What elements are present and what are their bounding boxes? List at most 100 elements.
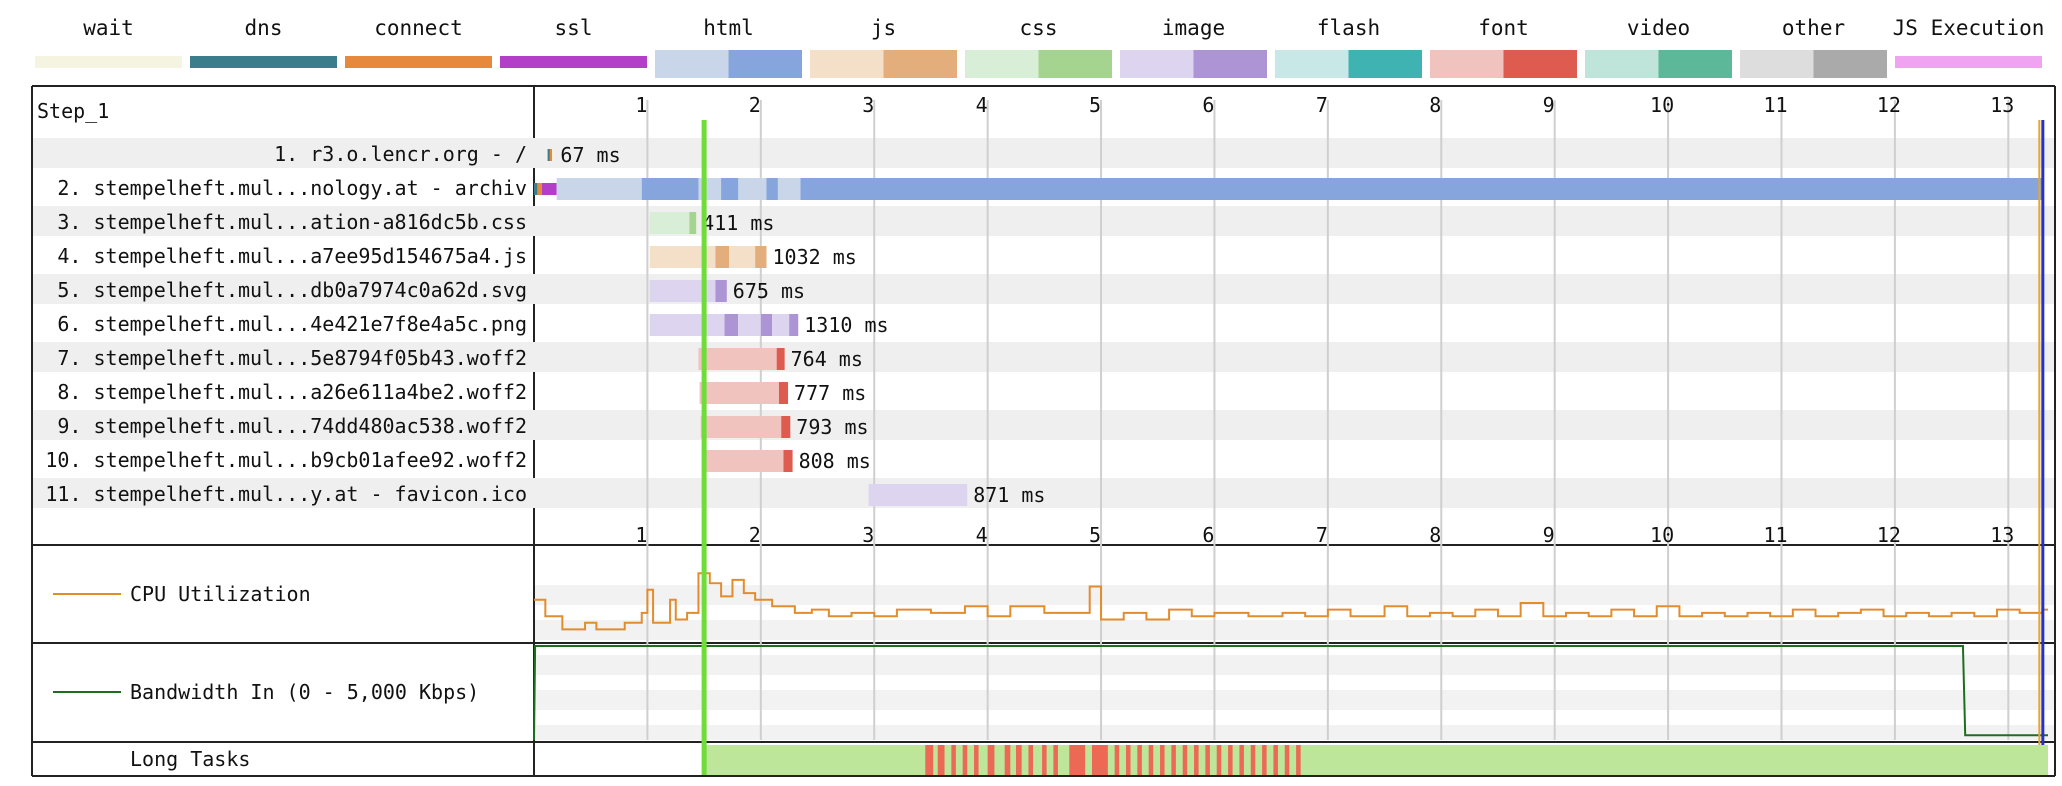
x-tick-bottom: 9: [1543, 523, 1555, 547]
long-task-block: [1137, 745, 1142, 775]
legend-swatch-light: [1275, 50, 1349, 78]
long-task-block: [1182, 745, 1188, 775]
graph-stripe: [535, 585, 2054, 605]
x-tick-bottom: 7: [1316, 523, 1328, 547]
request-label-4: 4. stempelheft.mul...a7ee95d154675a4.js: [57, 244, 527, 268]
request-duration-7: 764 ms: [791, 347, 863, 371]
long-task-block: [1228, 745, 1233, 775]
request-label-8: 8. stempelheft.mul...a26e611a4be2.woff2: [57, 380, 527, 404]
long-task-block: [1160, 745, 1165, 775]
chart-frame: [31, 85, 2056, 777]
request-bar-2-dark: [641, 178, 2043, 200]
legend-label-dns: dns: [245, 16, 283, 40]
request-bar-4-light: [649, 246, 716, 268]
request-label-10: 10. stempelheft.mul...b9cb01afee92.woff2: [45, 448, 527, 472]
long-task-block: [1053, 745, 1058, 775]
long-task-block: [1205, 745, 1210, 775]
x-tick-top: 9: [1543, 93, 1555, 117]
long-task-block: [1296, 745, 1301, 775]
request-label-9: 9. stempelheft.mul...74dd480ac538.woff2: [57, 414, 527, 438]
x-tick-bottom: 4: [976, 523, 988, 547]
legend-swatch-light: [655, 50, 729, 78]
legend-swatch-light: [1585, 50, 1659, 78]
row-stripe: [33, 342, 2054, 372]
legend-swatch: [35, 56, 182, 68]
x-tick-bottom: 11: [1763, 523, 1787, 547]
legend-label-connect: connect: [374, 16, 463, 40]
x-tick-bottom: 8: [1429, 523, 1441, 547]
x-tick-top: 8: [1429, 93, 1441, 117]
request-bar-3-dark: [689, 212, 697, 234]
long-task-block: [1216, 745, 1222, 775]
request-duration-8: 777 ms: [794, 381, 866, 405]
request-bar-11-light: [868, 484, 968, 506]
long-task-block: [1069, 745, 1086, 775]
row-stripe: [33, 478, 2054, 508]
long-task-block: [1239, 745, 1244, 775]
request-bar-5-light: [649, 280, 716, 302]
request-bar-4-dark: [715, 246, 730, 268]
bandwidth-graph: [533, 645, 2048, 741]
request-bar-gap: [738, 178, 767, 200]
request-duration-1: 67 ms: [560, 143, 620, 167]
request-bar-6-light: [738, 314, 761, 336]
timeline-markers: [701, 120, 2045, 775]
long-task-block: [1250, 745, 1256, 775]
x-tick-top: 2: [749, 93, 761, 117]
step-label: Step_1: [37, 99, 109, 123]
request-duration-10: 808 ms: [799, 449, 871, 473]
request-rows: [33, 138, 2054, 740]
row-stripe: [33, 410, 2054, 440]
long-task-block: [925, 745, 934, 775]
x-tick-top: 10: [1650, 93, 1674, 117]
legend-swatch-dark: [1503, 50, 1577, 78]
long-task-block: [1171, 745, 1176, 775]
request-bar-6-dark: [760, 314, 773, 336]
graph-stripe: [535, 620, 2054, 640]
legend: wait dns connect ssl html js css image flash font…: [35, 16, 2044, 78]
legend-swatch-dark: [1348, 50, 1422, 78]
document-complete-marker: [2041, 120, 2045, 745]
request-bar-1-connect: [549, 149, 553, 161]
long-task-block: [951, 745, 956, 775]
graph-stripe: [535, 725, 2054, 740]
request-bar-9-light: [700, 416, 782, 438]
request-label-2: 2. stempelheft.mul...nology.at - archiv: [57, 176, 527, 200]
legend-label-css: css: [1020, 16, 1058, 40]
request-duration-3: 411 ms: [702, 211, 774, 235]
request-bar-1-dns: [547, 149, 550, 161]
legend-label-js-execution: JS Execution: [1893, 16, 2045, 40]
long-task-block: [1194, 745, 1199, 775]
request-bar-2-ssl: [541, 183, 557, 195]
long-task-block: [937, 745, 945, 775]
legend-swatch-light: [1120, 50, 1194, 78]
row-stripe: [33, 274, 2054, 304]
request-label-3: 3. stempelheft.mul...ation-a816dc5b.css: [57, 210, 527, 234]
x-tick-top: 12: [1877, 93, 1901, 117]
legend-swatch-dark: [1038, 50, 1112, 78]
legend-label-html: html: [703, 16, 754, 40]
long-task-block: [974, 745, 979, 775]
legend-swatch-dark: [883, 50, 957, 78]
x-tick-top: 1: [635, 93, 647, 117]
x-tick-top: 4: [976, 93, 988, 117]
request-bar-2-dns: [534, 183, 538, 195]
legend-swatch: [1895, 56, 2042, 68]
legend-label-video: video: [1627, 16, 1690, 40]
request-label-1: 1. r3.o.lencr.org - /: [274, 142, 527, 166]
x-tick-bottom: 13: [1990, 523, 2014, 547]
request-bar-3-light: [649, 212, 690, 234]
x-tick-bottom: 10: [1650, 523, 1674, 547]
long-task-block: [1091, 745, 1108, 775]
start-render-marker: [701, 120, 707, 775]
legend-swatch-light: [1740, 50, 1814, 78]
x-tick-top: 5: [1089, 93, 1101, 117]
request-label-7: 7. stempelheft.mul...5e8794f05b43.woff2: [57, 346, 527, 370]
legend-swatch-dark: [1813, 50, 1887, 78]
timeline-grid: [646, 100, 2010, 740]
request-bar-6-light: [772, 314, 790, 336]
request-bar-8-light: [699, 382, 779, 404]
legend-swatch-light: [965, 50, 1039, 78]
request-bar-2-connect: [537, 183, 542, 195]
request-bar-8-dark: [778, 382, 789, 404]
